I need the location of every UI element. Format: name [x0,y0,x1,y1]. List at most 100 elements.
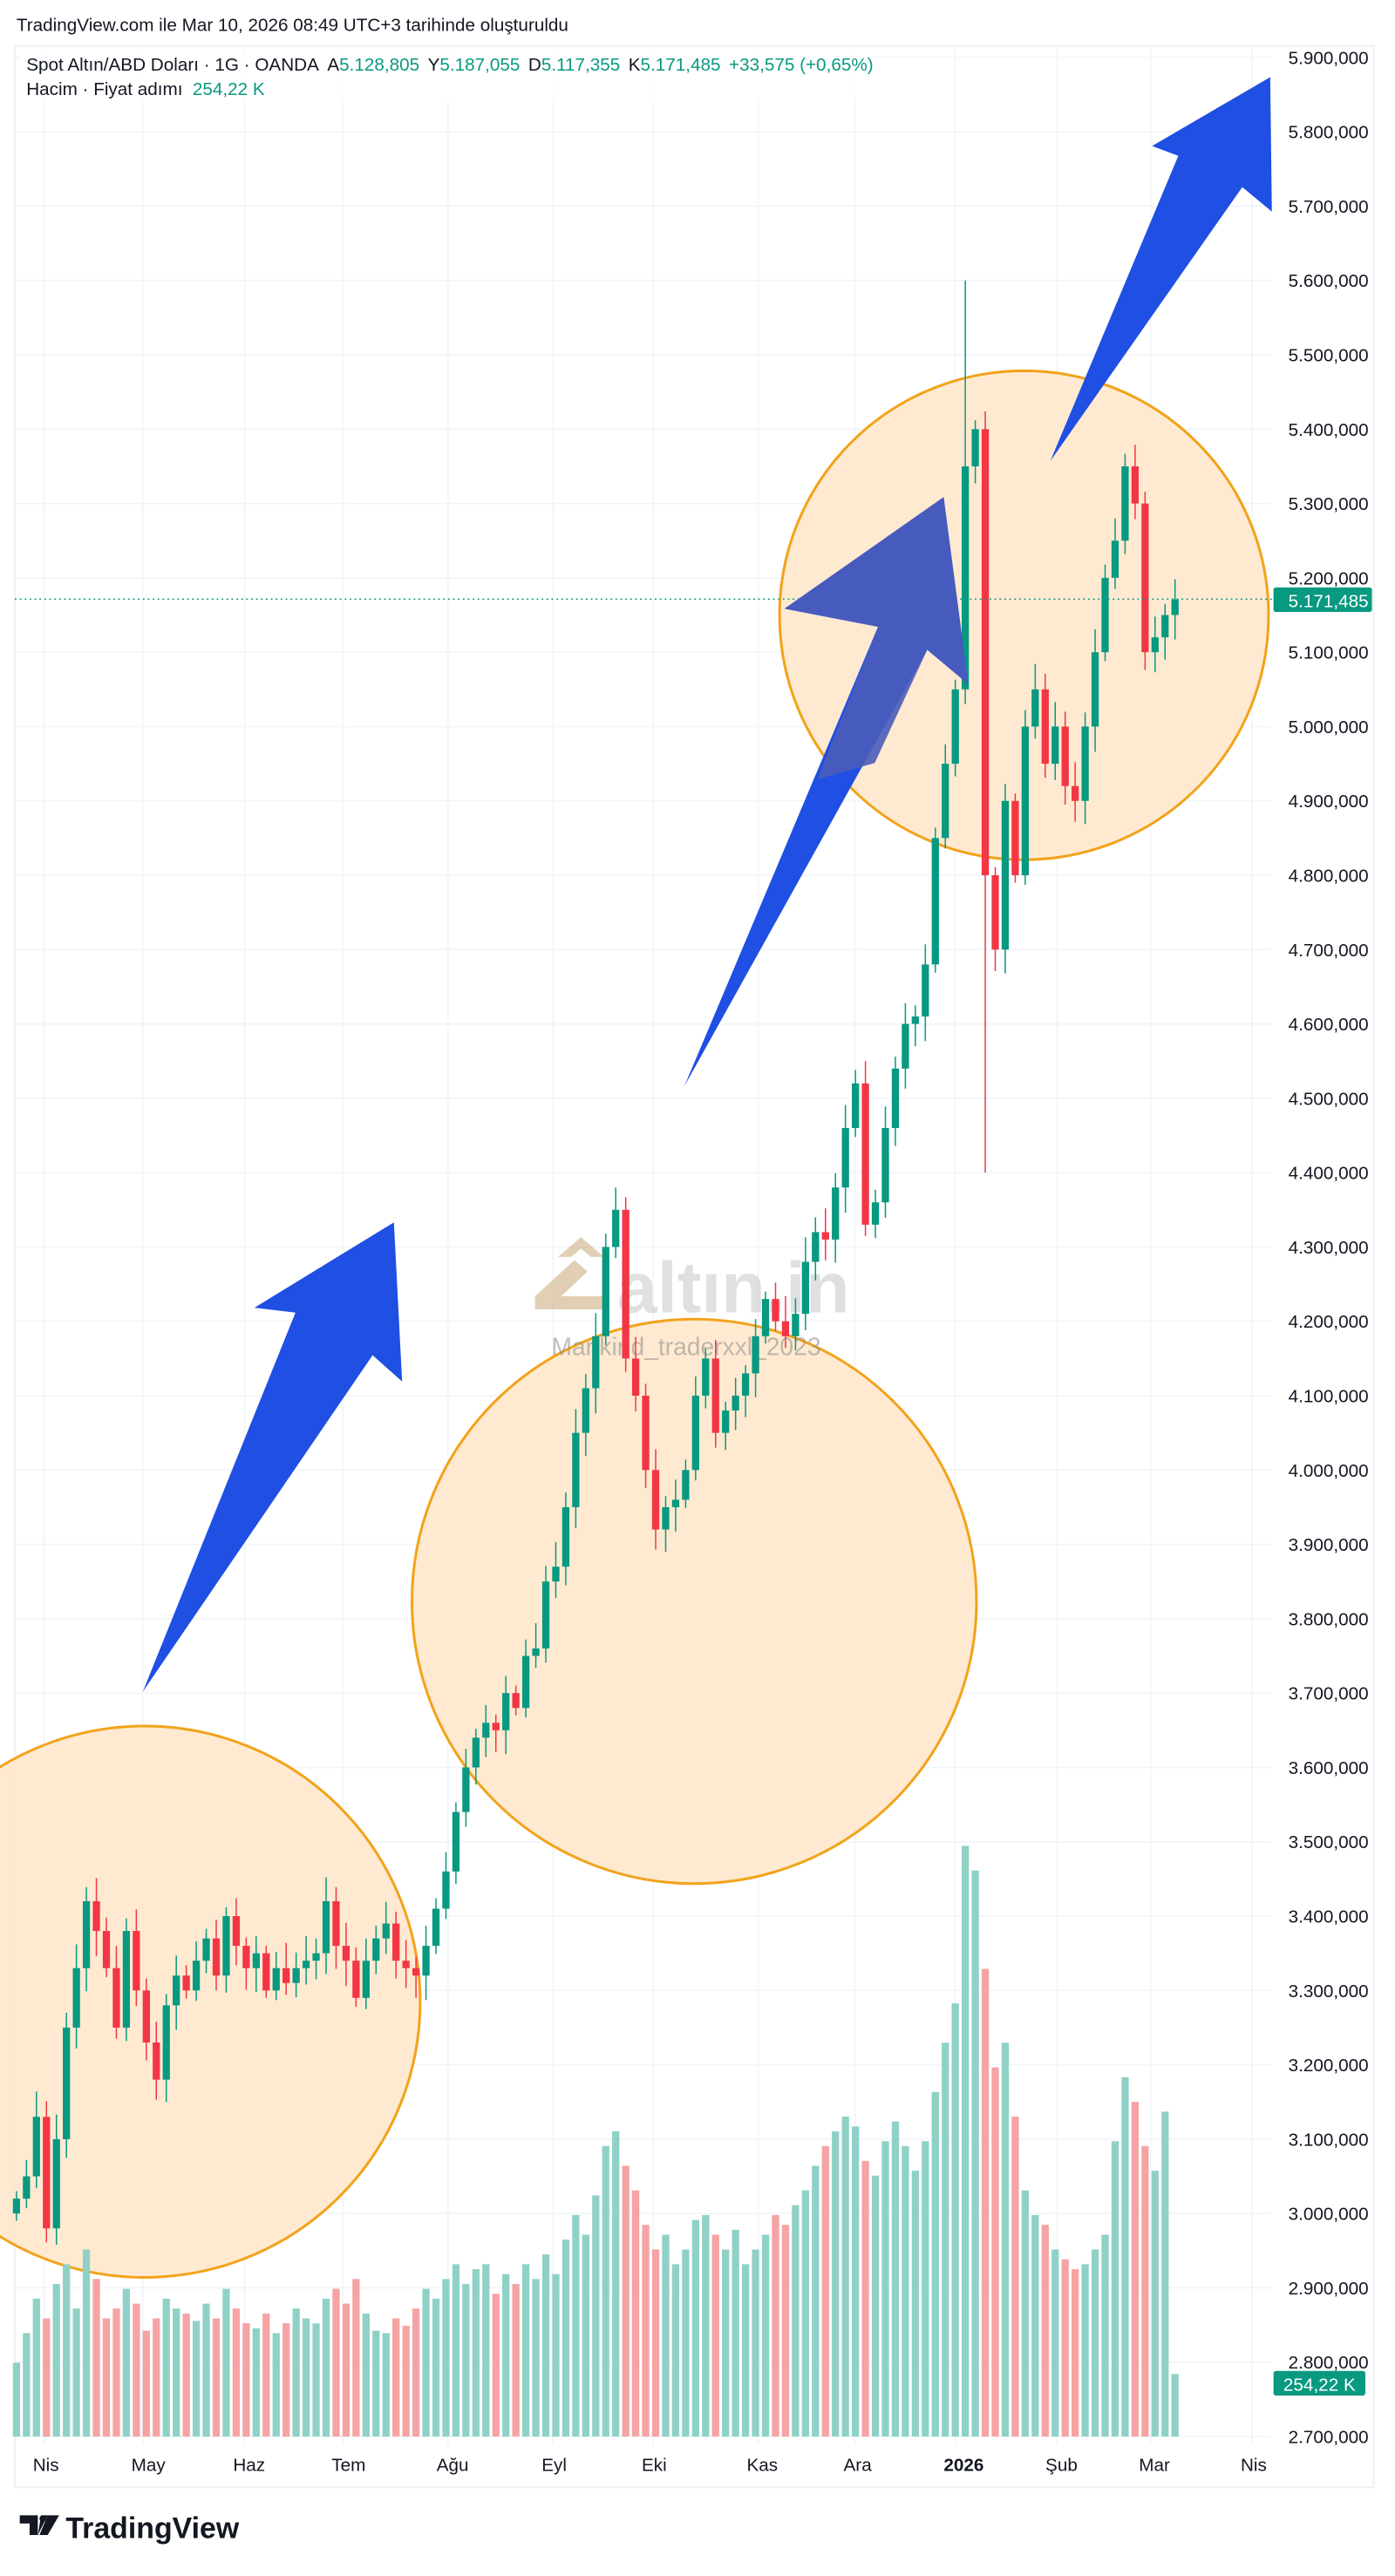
volume-bar [532,2279,540,2437]
volume-bar [52,2283,60,2437]
volume-bar [861,2160,869,2437]
x-tick-label: Eyl [541,2456,567,2476]
candle-body [342,1946,350,1961]
y-tick-label: 5.600,000 [1289,271,1369,291]
last-volume-label: 254,22 K [1273,2370,1366,2396]
candle-body [1101,577,1109,653]
candle-body [722,1410,730,1433]
volume-bar [452,2264,460,2437]
volume-bar [602,2145,609,2437]
candle-body [841,1127,849,1188]
candle-body [1131,466,1140,504]
arrow-up-2-overlap [784,497,969,780]
y-tick-label: 3.600,000 [1289,1758,1369,1778]
volume-bar [23,2333,31,2437]
open-label: A [327,55,339,75]
volume-bar [182,2313,190,2437]
volume-bar [801,2190,810,2437]
volume-bar [1171,2374,1179,2437]
volume-bar [682,2249,690,2437]
candle-body [502,1693,510,1730]
arrow-up-3-icon [1050,77,1272,461]
candle-body [881,1127,889,1203]
candle-body [902,1023,909,1069]
candle-body [552,1567,560,1582]
volume-bar [1072,2269,1079,2437]
volume-bar [832,2131,840,2437]
volume-bar [732,2229,739,2437]
y-tick-label: 5.200,000 [1289,568,1369,588]
chart-frame [14,44,1375,2489]
volume-bar [612,2131,620,2437]
y-tick-label: 3.700,000 [1289,1684,1369,1704]
candle-body [252,1953,260,1968]
candle-body [1061,726,1069,786]
candle-body [1081,726,1089,801]
volume-bar [942,2042,949,2437]
volume-bar [482,2264,490,2437]
candle-body [442,1871,450,1909]
volume-bar [392,2318,400,2437]
x-tick-label: Ara [844,2456,873,2476]
price-axis[interactable]: 5.900,000 5.800,000 5.700,000 5.600,000 5.50… [1289,48,1369,2447]
candle-body [402,1961,410,1968]
y-tick-label: 5.400,000 [1289,420,1369,440]
volume-bar [462,2283,470,2437]
volume-bar [292,2308,300,2437]
candle-body [322,1900,330,1954]
candle-body [432,1908,440,1947]
volume-bar [282,2323,290,2437]
tradingview-logo: TradingView [19,2512,240,2545]
candle-body [52,2138,60,2229]
volume-bar [642,2225,650,2437]
candle-body [801,1261,810,1315]
x-tick-label: May [132,2456,167,2476]
volume-legend: Hacim · Fiyat adımı 254,22 K [26,79,265,99]
volume-bar [1051,2249,1059,2437]
volume-bar [402,2325,410,2437]
candle-body [781,1321,790,1336]
candle-body [92,1900,100,1932]
candle-body [32,2117,40,2177]
x-tick-label: Şub [1045,2456,1078,2476]
time-axis[interactable]: Nis May Haz Tem Ağu Eyl Eki Kas Ara 2026 Şub Mar Nis [33,2456,1267,2476]
y-tick-label: 2.800,000 [1289,2353,1369,2373]
volume-bar [432,2298,440,2437]
candle-body [1091,652,1099,727]
y-tick-label: 4.300,000 [1289,1238,1369,1258]
candle-body [23,2176,31,2199]
volume-bar [1021,2190,1030,2437]
volume-bar [761,2234,770,2437]
highlight-circles [0,369,1270,2279]
candle-body [332,1900,340,1947]
volume-bar [981,1968,990,2437]
volume-bar [12,2362,21,2437]
y-tick-label: 4.400,000 [1289,1164,1369,1184]
candle-body [821,1232,829,1240]
candle-body [1111,540,1119,578]
volume-bar [332,2288,340,2437]
y-tick-label: 3.200,000 [1289,2056,1369,2076]
candle-body [981,429,990,876]
candle-body [971,429,979,466]
candle-body [212,1938,221,1976]
x-tick-label: Tem [331,2456,365,2476]
last-price-label: 5.171,485 [1273,587,1372,613]
volume-bar [153,2318,160,2437]
y-tick-label: 4.100,000 [1289,1387,1369,1407]
ohlc-legend: Spot Altın/ABD Doları · 1G · OANDA A5.128… [26,55,873,75]
candle-body [1121,466,1129,541]
volume-bar [651,2249,660,2437]
y-tick-label: 4.900,000 [1289,792,1369,812]
candle-body [962,466,970,690]
candle-body [192,1961,201,1991]
legend: Spot Altın/ABD Doları · 1G · OANDA A5.128… [19,49,874,102]
candle-body [1001,800,1010,950]
y-tick-label: 5.500,000 [1289,346,1369,366]
candle-body [452,1811,460,1872]
high-value: 5.187,055 [439,55,520,75]
open-value: 5.128,805 [339,55,419,75]
volume-bar [222,2288,230,2437]
candle-body [951,689,959,765]
